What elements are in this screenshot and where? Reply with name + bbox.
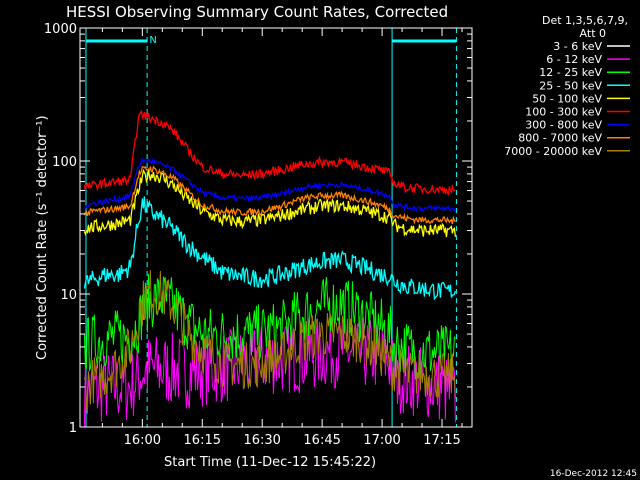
y-axis-label: Corrected Count Rate (s⁻¹ detector⁻¹) [35, 115, 50, 360]
annotations: N [149, 35, 156, 46]
series-line-300-800-kev [84, 157, 457, 214]
legend-label: 25 - 50 keV [539, 79, 602, 92]
x-tick-label: 16:00 [124, 433, 161, 448]
y-tick-label: 10 [60, 288, 77, 303]
series-line-50-100-kev [83, 168, 457, 238]
x-tick-label: 17:15 [423, 433, 460, 448]
legend-label: 3 - 6 keV [553, 40, 602, 53]
legend-label: 100 - 300 keV [525, 106, 602, 119]
legend-label: 300 - 800 keV [525, 119, 602, 132]
series-line-800-7000-kev [83, 165, 456, 225]
x-tick-label: 17:00 [363, 433, 400, 448]
x-tick-label: 16:45 [303, 433, 340, 448]
legend-label: 6 - 12 keV [546, 53, 602, 66]
x-tick-label: 16:30 [243, 433, 280, 448]
series-line-7000-20000-kev [83, 270, 456, 410]
x-axis-label: Start Time (11-Dec-12 15:45:22) [164, 455, 376, 470]
legend-label: 50 - 100 keV [532, 92, 602, 105]
x-axis: 16:00 16:15 16:30 16:45 17:00 17:15 [101, 28, 463, 448]
series-line-100-300-kev [83, 110, 456, 197]
night-intervals [85, 28, 457, 427]
legend-label: 800 - 7000 keV [518, 132, 602, 145]
chart-title: HESSI Observing Summary Count Rates, Cor… [66, 3, 448, 21]
y-tick-label: 1000 [44, 22, 77, 37]
legend-label: 7000 - 20000 keV [504, 145, 602, 158]
series-layer [83, 110, 457, 427]
legend-header-line-2: Att 0 [580, 27, 606, 40]
y-axis: 1 10 100 1000 [44, 22, 472, 436]
plot-frame [79, 27, 473, 428]
annotation-label: N [149, 35, 156, 46]
x-tick-label: 16:15 [184, 433, 221, 448]
y-tick-label: 1 [69, 421, 77, 436]
legend-header-line-1: Det 1,3,5,6,7,9, [542, 14, 628, 27]
y-tick-label: 100 [52, 155, 77, 170]
series-line-25-50-kev [83, 196, 457, 301]
timestamp: 16-Dec-2012 12:45 [550, 469, 637, 479]
legend-label: 12 - 25 keV [539, 66, 602, 79]
